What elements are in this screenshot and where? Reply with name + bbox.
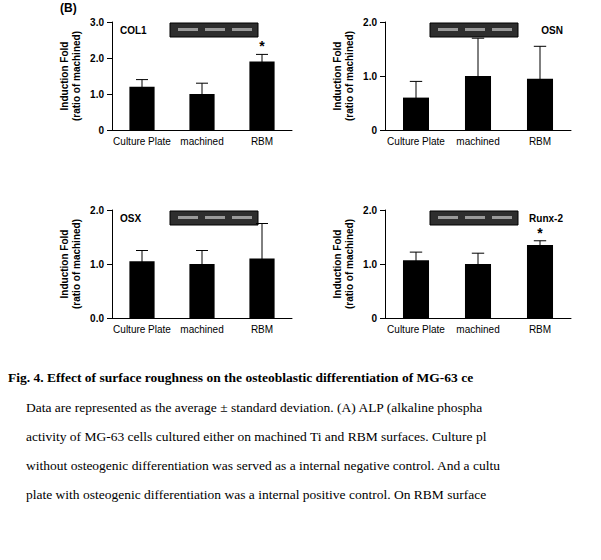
svg-text:0: 0: [98, 125, 104, 136]
svg-text:2.0: 2.0: [90, 53, 104, 64]
svg-text:machined: machined: [456, 136, 499, 147]
svg-text:Induction Fold: Induction Fold: [332, 42, 343, 111]
svg-text:Culture Plate: Culture Plate: [387, 136, 445, 147]
svg-text:2.0: 2.0: [90, 205, 104, 216]
svg-text:2.0: 2.0: [363, 17, 377, 28]
svg-text:Culture Plate: Culture Plate: [387, 324, 445, 335]
svg-text:machined: machined: [180, 324, 223, 335]
svg-text:OSX: OSX: [120, 213, 141, 224]
svg-text:RBM: RBM: [529, 136, 551, 147]
svg-text:machined: machined: [456, 324, 499, 335]
svg-text:*: *: [537, 225, 543, 241]
svg-text:0: 0: [371, 125, 377, 136]
html-text:activity of MG-63 cells cultur: activity of MG-63 cells cultured either …: [26, 429, 487, 444]
svg-text:RBM: RBM: [251, 324, 273, 335]
svg-text:Induction Fold: Induction Fold: [59, 230, 70, 299]
svg-text:COL1: COL1: [120, 25, 147, 36]
svg-text:(ratio of machined): (ratio of machined): [344, 31, 355, 121]
html-text:Data are represented as the av: Data are represented as the average ± st…: [26, 400, 483, 415]
svg-text:Runx-2: Runx-2: [529, 213, 563, 224]
html-text:Fig. 4. Effect of surface roug: Fig. 4. Effect of surface roughness on t…: [8, 370, 474, 385]
svg-text:2.0: 2.0: [363, 205, 377, 216]
svg-text:Induction Fold: Induction Fold: [332, 230, 343, 299]
svg-text:1.0: 1.0: [90, 89, 104, 100]
html-text:(B): (B): [60, 1, 77, 15]
svg-text:machined: machined: [180, 136, 223, 147]
svg-text:Culture Plate: Culture Plate: [113, 324, 171, 335]
svg-text:(ratio of machined): (ratio of machined): [71, 219, 82, 309]
svg-text:RBM: RBM: [251, 136, 273, 147]
svg-text:(ratio of machined): (ratio of machined): [71, 31, 82, 121]
html-text:plate with osteogenic differen: plate with osteogenic differentiation wa…: [26, 487, 487, 502]
svg-text:*: *: [259, 38, 265, 54]
svg-text:RBM: RBM: [529, 324, 551, 335]
svg-text:3.0: 3.0: [90, 17, 104, 28]
svg-text:Culture Plate: Culture Plate: [113, 136, 171, 147]
html-text:without osteogenic differentia: without osteogenic differentiation was s…: [26, 458, 500, 473]
svg-text:1.0: 1.0: [363, 71, 377, 82]
svg-text:(ratio of machined): (ratio of machined): [344, 219, 355, 309]
svg-text:1.0: 1.0: [363, 259, 377, 270]
svg-text:OSN: OSN: [541, 25, 563, 36]
svg-text:1.0: 1.0: [90, 259, 104, 270]
svg-text:0.0: 0.0: [90, 313, 104, 324]
svg-text:Induction Fold: Induction Fold: [59, 42, 70, 111]
svg-text:0: 0: [371, 313, 377, 324]
